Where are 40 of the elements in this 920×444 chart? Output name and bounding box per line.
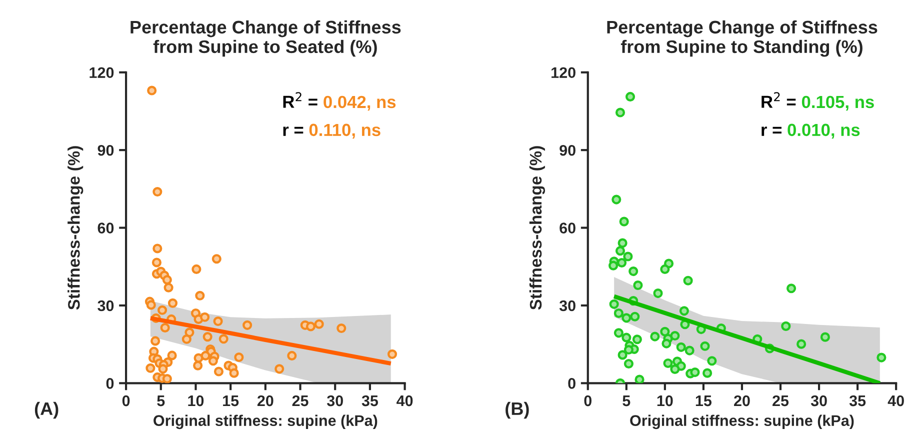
x-tick-label: 30 [326,395,343,406]
y-tick-label: 120 [552,67,576,78]
x-tick-label: 40 [396,395,413,406]
chart-title: Percentage Change of Stiffness from Supine to Standing (%) [607,20,878,57]
annotation: R$^{2}$ = 0.105, ns [762,92,874,111]
x-tick-label: 25 [292,395,308,406]
x-tick-label: 5 [622,396,630,406]
y-tick-label: 30 [98,300,114,312]
y-tick-label: 60 [98,222,114,234]
x-tick-label: 35 [362,395,378,406]
annotation: r = 0.010, ns [762,124,860,139]
x-axis-title: Original stiffness: supine (kPa) [154,414,378,430]
y-tick-label: 0 [106,378,114,389]
x-tick-label: 25 [772,395,789,406]
x-tick-label: 20 [734,395,750,406]
x-tick-label: 30 [810,395,827,406]
y-axis-title: Stiffness-change (%) [68,146,84,310]
y-tick-label: 120 [90,67,114,78]
y-tick-label: 0 [568,378,576,389]
chart-title: Percentage Change of Stiffness from Supine to Seated (%) [130,20,401,57]
x-axis-title: Original stiffness: supine (kPa) [630,414,854,430]
x-tick-label: 0 [584,395,592,406]
text: (B) [506,402,529,419]
x-tick-label: 40 [888,395,904,406]
annotation: r = 0.110, ns [283,124,380,139]
y-tick-label: 90 [560,144,576,156]
y-tick-label: 30 [559,300,576,312]
x-tick-label: 35 [849,395,866,406]
x-tick-label: 0 [122,395,130,406]
x-tick-label: 5 [157,396,165,406]
x-tick-label: 20 [257,395,274,406]
text: (A) [34,402,58,419]
x-tick-label: 15 [223,396,239,406]
y-tick-label: 60 [560,222,576,234]
annotation: R$^{2}$ = 0.042, ns [283,92,396,111]
x-tick-label: 10 [657,395,673,406]
x-tick-label: 10 [188,395,204,406]
x-tick-label: 15 [696,396,712,406]
y-axis-title: Stiffness-change (%) [529,146,546,310]
y-tick-label: 90 [98,144,114,156]
